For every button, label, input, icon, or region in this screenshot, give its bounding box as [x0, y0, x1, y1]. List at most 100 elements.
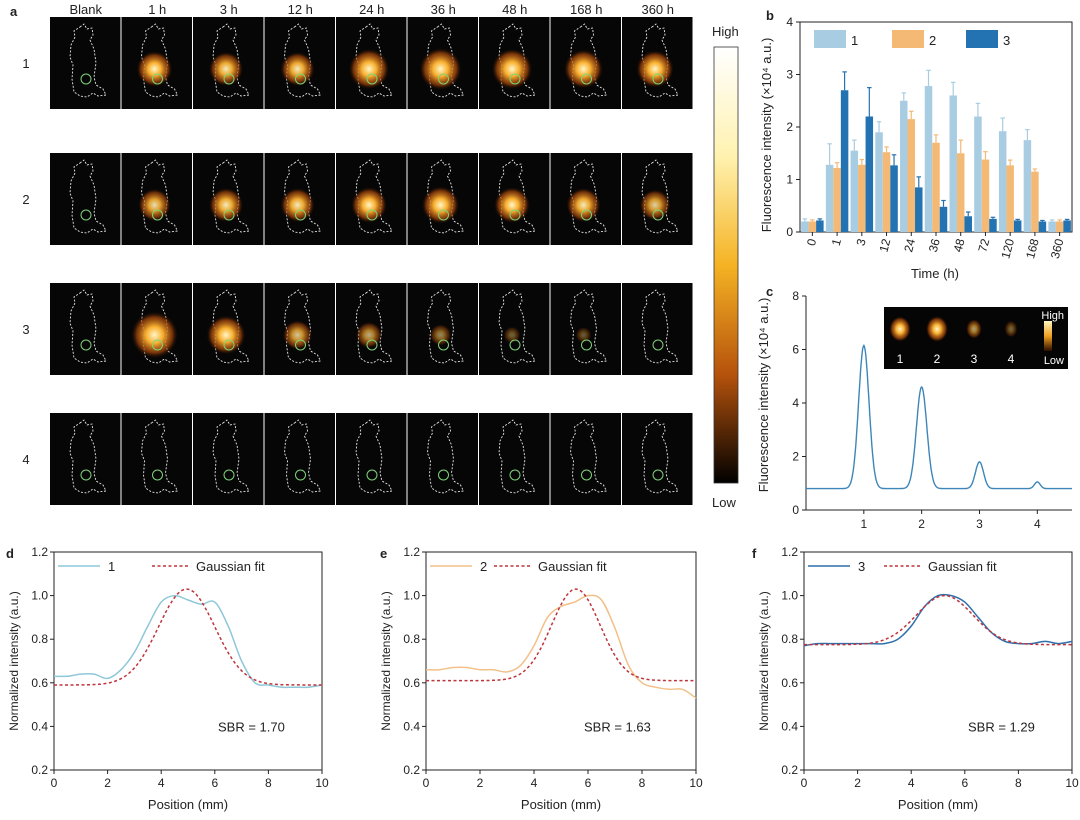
- legend-fit-label: Gaussian fit: [538, 559, 607, 574]
- tumor-roi-circle: [223, 339, 235, 351]
- gaussian-fit-line: [426, 588, 696, 682]
- colorbar-high-label: High: [712, 24, 739, 39]
- tumor-roi-circle: [366, 469, 378, 481]
- inset-low-label: Low: [1044, 355, 1064, 367]
- b-legend-label: 2: [929, 33, 936, 48]
- b-legend-label: 1: [851, 33, 858, 48]
- x-tick-label: 6: [585, 776, 592, 790]
- b-x-tick-label: 72: [975, 237, 992, 254]
- image-background: [193, 413, 264, 505]
- mouse-image-cell: [50, 17, 121, 109]
- c-x-tick-label: 4: [1034, 517, 1041, 531]
- mouse-image-cell: [479, 283, 550, 375]
- b-y-tick-label: 0: [786, 225, 793, 239]
- y-axis-title: Normalized intensity (a.u.): [379, 591, 393, 730]
- fluorescence-signal: [503, 326, 521, 344]
- y-tick-label: 1.2: [781, 545, 798, 559]
- tumor-roi-circle: [80, 469, 92, 481]
- tumor-roi-circle: [295, 469, 306, 481]
- bar: [939, 206, 948, 232]
- x-tick-label: 4: [908, 776, 915, 790]
- bar: [900, 100, 908, 232]
- tumor-roi-circle: [80, 209, 92, 221]
- fluorescence-signal: [421, 185, 460, 225]
- b-legend-swatch: [814, 30, 846, 48]
- bar: [956, 153, 965, 232]
- sbr-annotation: SBR = 1.63: [584, 719, 651, 734]
- tumor-roi-circle: [509, 469, 521, 481]
- panel-a-label: a: [10, 4, 18, 19]
- tumor-roi-circle: [509, 73, 521, 85]
- bar: [808, 221, 817, 232]
- time-header: 1 h: [148, 2, 166, 17]
- tumor-roi-circle: [295, 339, 306, 351]
- bar: [932, 142, 940, 232]
- x-tick-label: 6: [961, 776, 968, 790]
- row-label: 1: [22, 56, 29, 71]
- fluorescence-signal: [279, 187, 316, 223]
- panel-f-line-chart: f 0.2 0.4 0.6 0.8 1.0 1.2 0 2 4 6 8 10 Position (mm)…: [752, 545, 1079, 812]
- bar: [998, 131, 1007, 232]
- y-tick-label: 1.2: [31, 545, 48, 559]
- bar: [825, 164, 834, 232]
- b-x-tick-label: 12: [876, 237, 893, 254]
- gaussian-fit-line: [54, 588, 322, 686]
- time-headers: Blank 1 h 3 h 12 h 24 h 36 h 48 h 168 h 360 h: [69, 2, 674, 17]
- x-tick-label: 2: [477, 776, 484, 790]
- row-label: 3: [22, 322, 29, 337]
- legend-fit-label: Gaussian fit: [196, 559, 265, 574]
- bar: [1006, 165, 1014, 232]
- row-label: 4: [22, 452, 29, 467]
- mouse-image-cell: [264, 17, 335, 109]
- time-header: 168 h: [570, 2, 603, 17]
- image-background: [121, 413, 192, 505]
- tumor-roi-circle: [652, 339, 664, 351]
- bar: [1038, 221, 1047, 232]
- y-tick-label: 0.4: [403, 719, 420, 733]
- colorbar-low-label: Low: [712, 495, 736, 510]
- image-background: [479, 413, 550, 505]
- mouse-image-cell: [121, 17, 192, 109]
- b-y-axis-title: Fluorescence intensity (×10⁴ a.u.): [759, 38, 774, 233]
- tumor-roi-circle: [152, 209, 163, 221]
- fluorescence-signal: [563, 49, 604, 89]
- x-tick-label: 10: [1065, 776, 1079, 790]
- bar: [1023, 140, 1032, 232]
- panel-c-line-chart: c 0 2 4 6 8 1 2 3 4 1 2 3 4 High Low Fluorescence inte…: [756, 284, 1072, 531]
- tumor-roi-circle: [366, 209, 378, 221]
- x-axis-title: Position (mm): [898, 797, 978, 812]
- x-tick-label: 8: [265, 776, 272, 790]
- image-background: [264, 413, 335, 505]
- panel-d-label: d: [6, 546, 14, 561]
- fluorescence-signal: [350, 186, 388, 224]
- y-tick-label: 0.8: [403, 632, 420, 646]
- y-tick-label: 1.0: [31, 589, 48, 603]
- legend-label: 3: [858, 559, 865, 574]
- time-header: 360 h: [641, 2, 674, 17]
- mouse-image-cell: [550, 283, 621, 375]
- y-axis-title: Normalized intensity (a.u.): [7, 591, 21, 730]
- x-tick-label: 4: [531, 776, 538, 790]
- plot-frame: [53, 551, 323, 771]
- y-tick-label: 0.6: [781, 676, 798, 690]
- inset-label: 3: [971, 352, 978, 366]
- b-y-tick-label: 3: [786, 68, 793, 82]
- mouse-image-cell: [50, 283, 121, 375]
- image-background: [622, 283, 693, 375]
- image-background: [550, 413, 621, 505]
- b-x-tick-label: 48: [951, 237, 968, 254]
- bar: [882, 152, 891, 232]
- fluorescence-signal: [208, 187, 244, 223]
- b-x-tick-label: 0: [804, 237, 819, 247]
- x-tick-label: 2: [854, 776, 861, 790]
- x-tick-label: 10: [315, 776, 329, 790]
- image-background: [336, 413, 407, 505]
- profile-line: [425, 594, 697, 699]
- c-x-tick-label: 1: [860, 517, 867, 531]
- tumor-roi-circle: [295, 73, 306, 85]
- tumor-roi-circle: [366, 339, 378, 351]
- mouse-image-cell: [50, 153, 121, 245]
- fluorescence-signal: [491, 48, 533, 90]
- mouse-image-cell: [336, 283, 407, 375]
